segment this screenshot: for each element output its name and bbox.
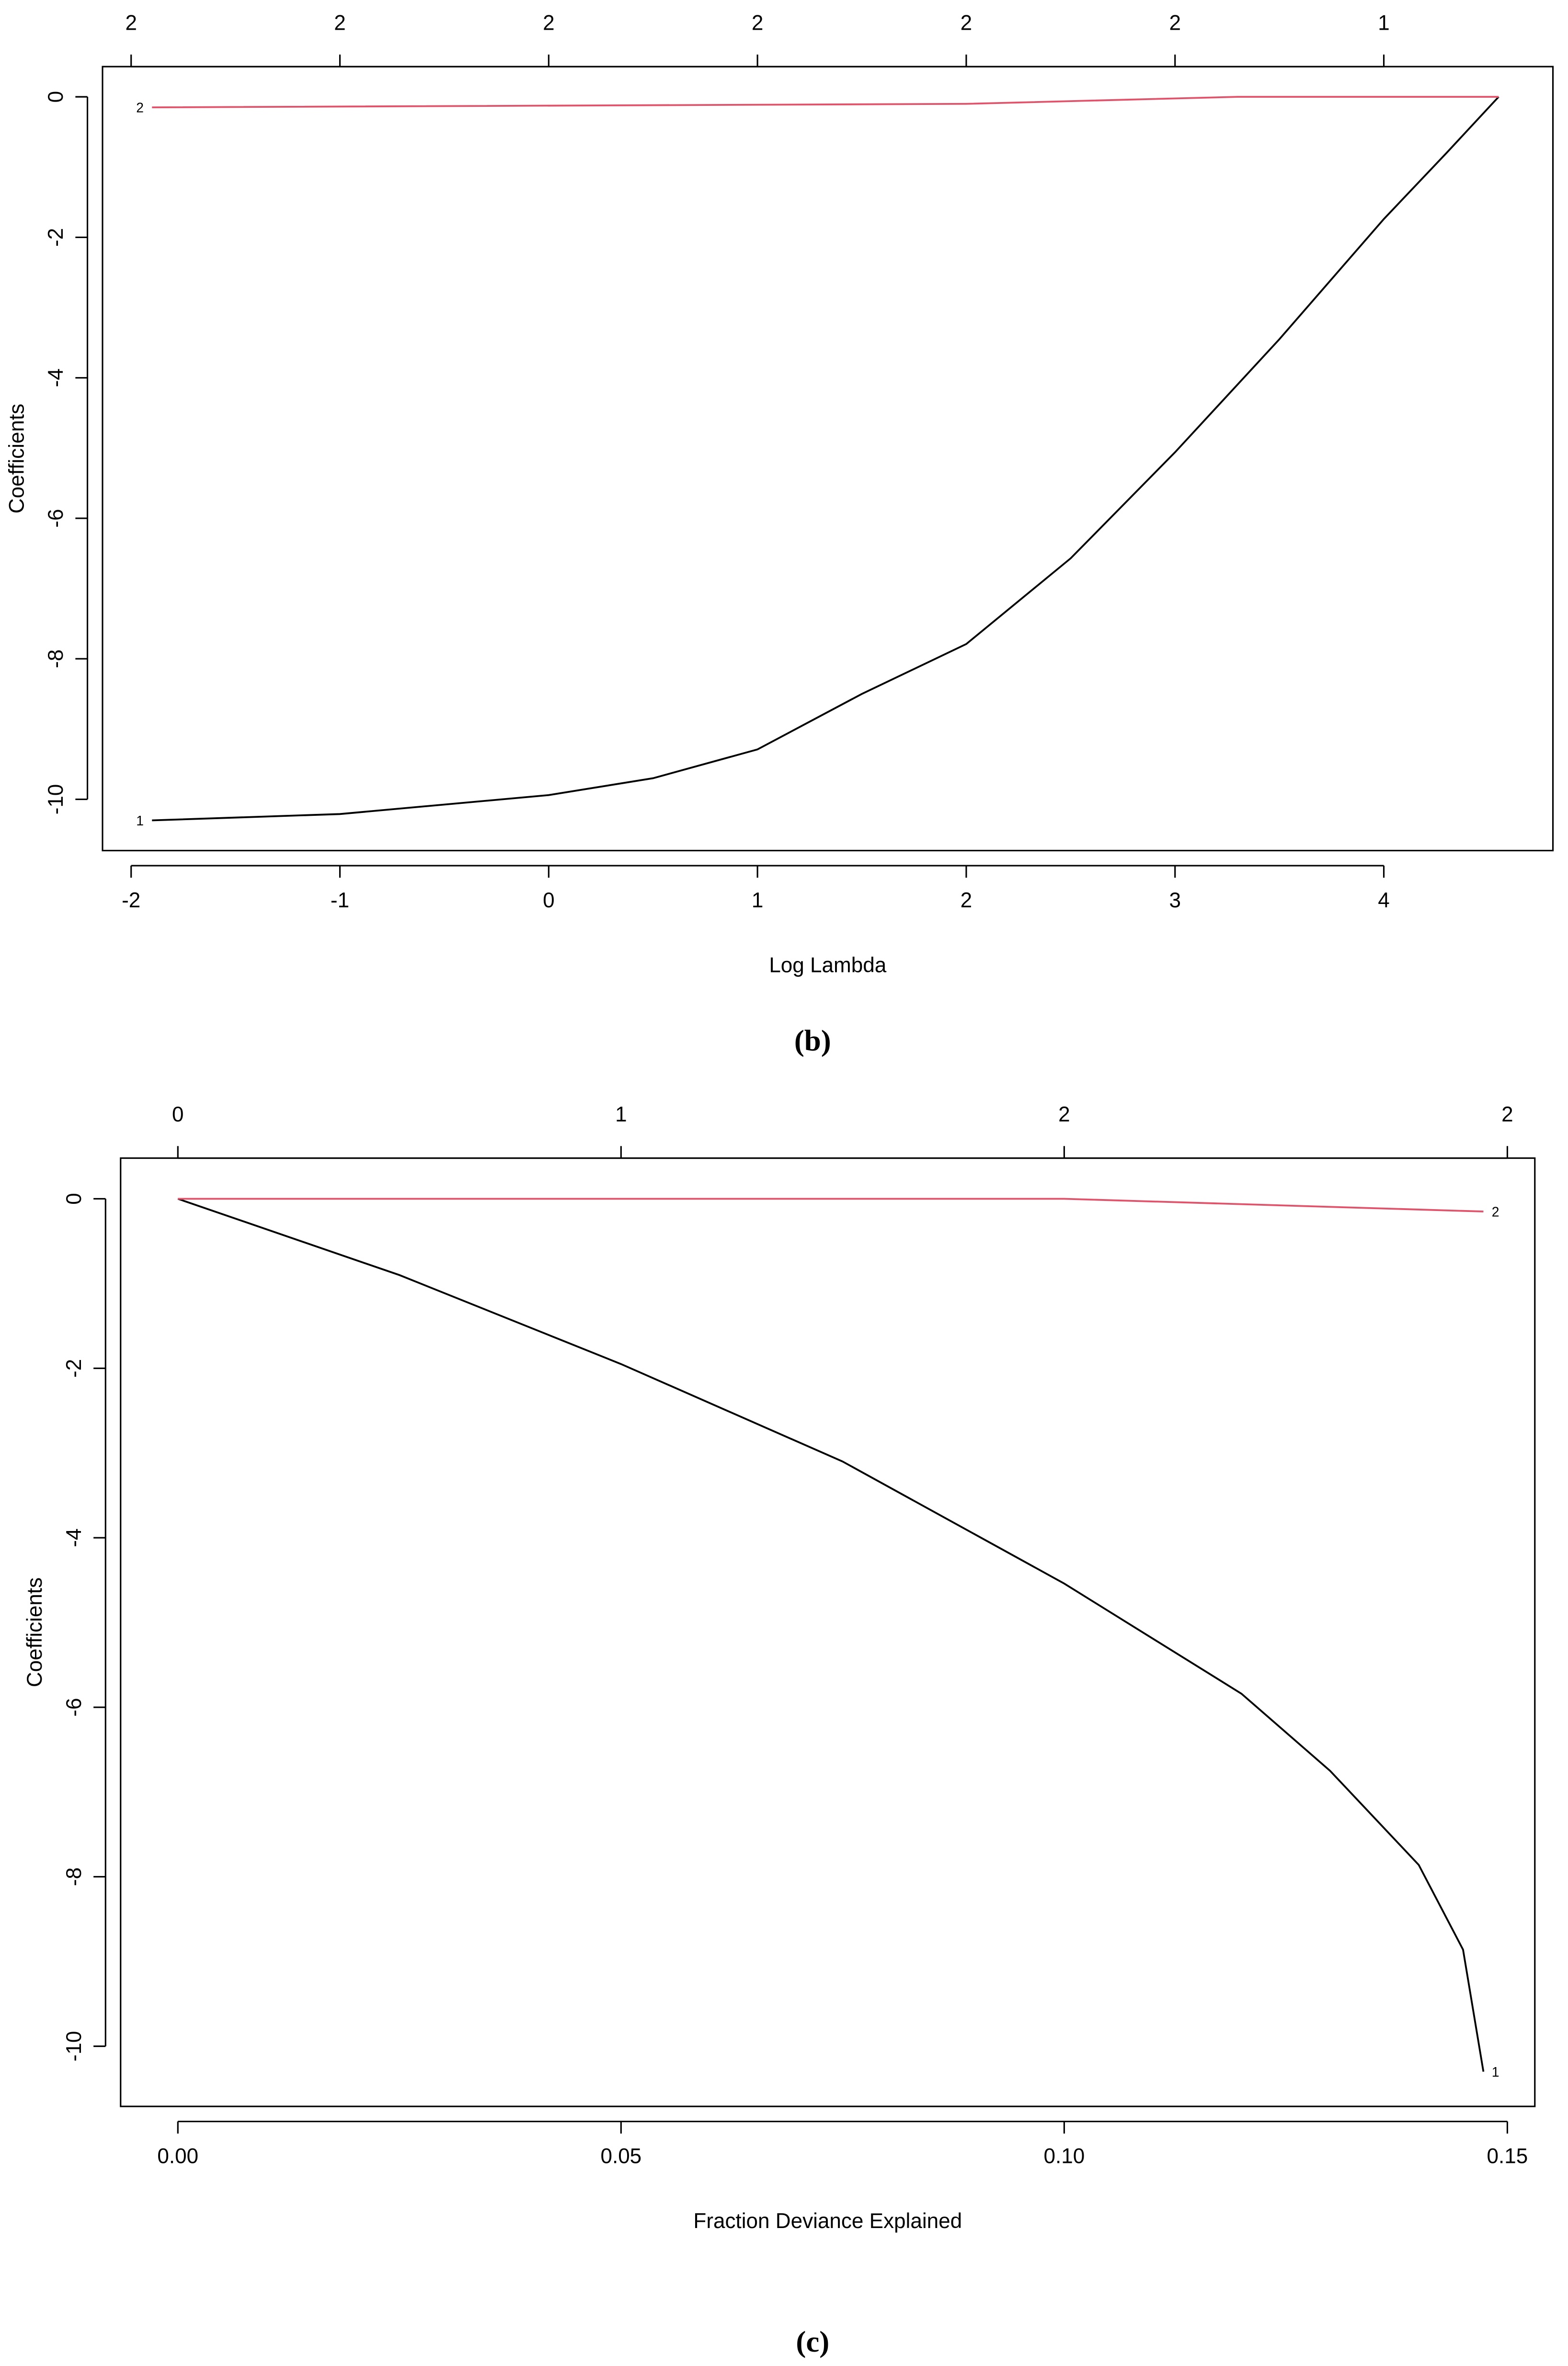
y-axis-title: Coefficients — [23, 1577, 46, 1687]
top-tick-label: 2 — [752, 11, 764, 35]
y-tick-label: -2 — [62, 1359, 86, 1378]
top-tick-label: 0 — [172, 1103, 184, 1126]
coefficient-path — [152, 96, 1499, 822]
panel-caption: (c) — [796, 2325, 829, 2358]
x-tick-label: 2 — [961, 889, 973, 912]
top-tick-label: 2 — [1169, 11, 1181, 35]
coefficient-path — [152, 96, 1499, 109]
y-axis-title: Coefficients — [5, 404, 28, 514]
y-tick-label: -6 — [62, 1698, 86, 1716]
x-tick-label: 3 — [1169, 889, 1181, 912]
x-axis-title: Log Lambda — [769, 954, 886, 977]
x-tick-label: 0.10 — [1044, 2145, 1085, 2168]
top-tick-label: 2 — [1058, 1103, 1070, 1126]
coefficient-path — [178, 1198, 1484, 1212]
x-tick-label: 0.15 — [1487, 2145, 1528, 2168]
x-tick-label: -1 — [331, 889, 349, 912]
path-label: 2 — [1492, 1205, 1499, 1220]
top-tick-label: 2 — [334, 11, 346, 35]
top-tick-label: 1 — [615, 1103, 627, 1126]
plot-frame — [120, 1157, 1536, 2107]
y-tick-label: -4 — [44, 368, 68, 387]
coefficient-path — [177, 1198, 1485, 2072]
x-tick-label: 0 — [543, 889, 555, 912]
x-tick-label: 4 — [1378, 889, 1390, 912]
x-tick-label: -2 — [122, 889, 140, 912]
y-tick-label: -2 — [44, 228, 68, 247]
top-tick-label: 2 — [1501, 1103, 1513, 1126]
y-tick-label: 0 — [62, 1193, 86, 1205]
top-tick-label: 1 — [1378, 11, 1390, 35]
top-tick-label: 2 — [543, 11, 555, 35]
y-tick-label: -8 — [62, 1867, 86, 1886]
plot-frame — [102, 66, 1554, 852]
y-tick-label: -6 — [44, 509, 68, 527]
y-tick-label: -10 — [62, 2031, 86, 2062]
x-axis-title: Fraction Deviance Explained — [693, 2209, 962, 2233]
y-tick-label: -10 — [44, 784, 68, 815]
top-tick-label: 2 — [961, 11, 973, 35]
path-label: 1 — [1492, 2065, 1499, 2080]
path-label: 1 — [136, 813, 144, 829]
x-tick-label: 1 — [752, 889, 764, 912]
y-tick-label: 0 — [44, 91, 68, 103]
y-tick-label: -8 — [44, 650, 68, 668]
x-tick-label: 0.00 — [157, 2145, 198, 2168]
path-label: 2 — [136, 101, 144, 116]
top-tick-label: 2 — [125, 11, 137, 35]
x-tick-label: 0.05 — [600, 2145, 641, 2168]
y-tick-label: -4 — [62, 1529, 86, 1547]
panel-caption: (b) — [794, 1024, 831, 1057]
